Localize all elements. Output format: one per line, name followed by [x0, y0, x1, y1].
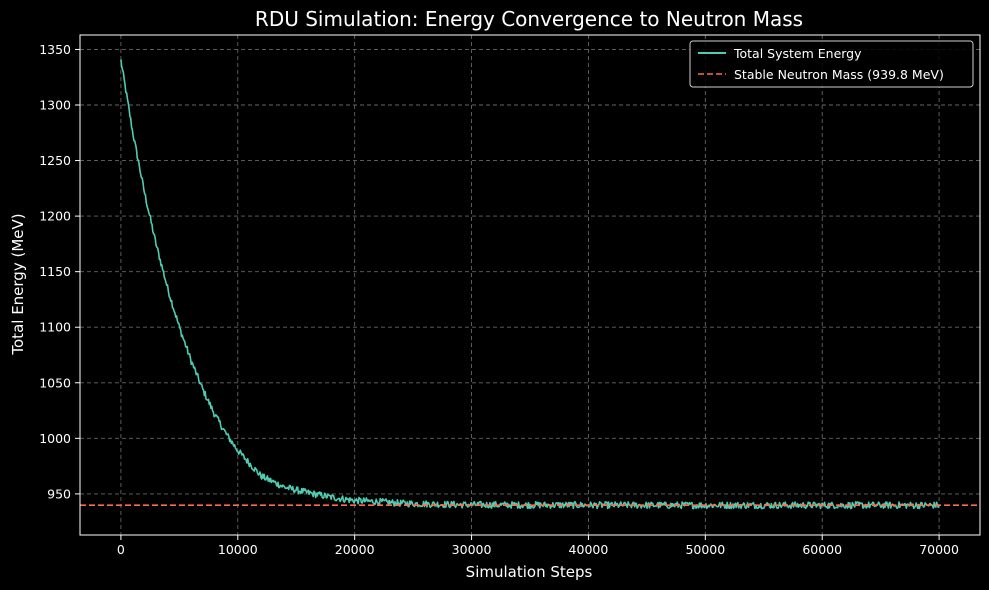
axis-ticks: 0 10000 20000 30000 40000 50000 60000 70000 950 1…	[39, 42, 959, 557]
x-tick-label: 30000	[452, 542, 492, 557]
y-tick-label: 1200	[39, 209, 71, 224]
y-tick-label: 1100	[39, 320, 71, 335]
x-tick-label: 20000	[335, 542, 375, 557]
y-tick-label: 1250	[39, 153, 71, 168]
x-tick-label: 40000	[569, 542, 609, 557]
x-tick-label: 70000	[919, 542, 959, 557]
plot-area	[80, 59, 980, 510]
series-line-total-energy	[120, 59, 940, 510]
x-tick-label: 60000	[802, 542, 842, 557]
y-tick-label: 1350	[39, 42, 71, 57]
legend-box	[689, 40, 974, 88]
y-tick-label: 950	[47, 486, 71, 501]
legend: Total System Energy Stable Neutron Mass …	[689, 40, 974, 88]
y-tick-label: 1050	[39, 375, 71, 390]
x-tick-label: 50000	[685, 542, 725, 557]
x-tick-label: 10000	[218, 542, 258, 557]
legend-label-total-energy: Total System Energy	[733, 46, 862, 61]
y-tick-label: 1150	[39, 264, 71, 279]
y-tick-label: 1000	[39, 431, 71, 446]
y-axis-label: Total Energy (MeV)	[9, 213, 27, 355]
x-tick-label: 0	[117, 542, 125, 557]
chart-title: RDU Simulation: Energy Convergence to Ne…	[255, 7, 803, 31]
plot-frame	[79, 34, 981, 536]
legend-label-neutron-mass: Stable Neutron Mass (939.8 MeV)	[734, 67, 944, 82]
grid-lines	[80, 35, 980, 535]
y-tick-label: 1300	[39, 98, 71, 113]
x-axis-label: Simulation Steps	[466, 563, 593, 581]
